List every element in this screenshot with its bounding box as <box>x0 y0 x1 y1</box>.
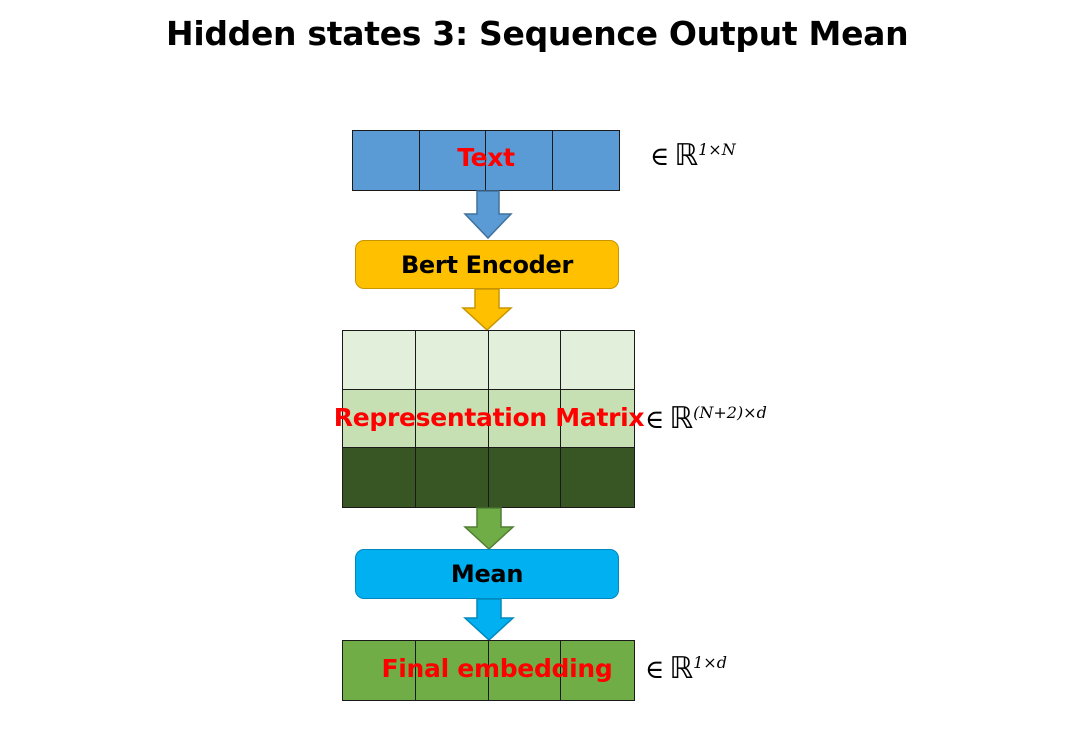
matrix-cell <box>488 448 562 507</box>
page-title: Hidden states 3: Sequence Output Mean <box>166 14 909 53</box>
dimension-superscript: (N+2)×d <box>693 402 767 422</box>
text-cell <box>486 131 553 190</box>
text-label: Text <box>457 143 515 172</box>
element-of-symbol: ∈ <box>645 405 665 435</box>
representation-matrix-label: Representation Matrix <box>333 403 645 432</box>
matrix-cell <box>415 389 489 449</box>
real-set-symbol: ℝ <box>674 138 699 173</box>
text-cell <box>420 131 486 190</box>
representation-matrix <box>342 330 635 508</box>
matrix-cell <box>488 331 562 390</box>
final-cell <box>343 641 416 700</box>
final-cell <box>416 641 489 700</box>
matrix-cell <box>343 448 416 507</box>
matrix-cell <box>488 389 562 449</box>
matrix-cell <box>415 448 489 507</box>
representation-matrix-dimension: ∈ ℝ(N+2)×d <box>645 401 767 436</box>
text-token-row <box>352 130 620 191</box>
final-embedding-dimension: ∈ ℝ1×d <box>645 651 727 686</box>
text-cell <box>553 131 620 190</box>
matrix-cell <box>561 448 634 507</box>
dimension-superscript: 1×N <box>698 139 736 159</box>
final-embedding-label: Final embedding <box>381 654 613 683</box>
down-arrow-icon <box>463 598 515 642</box>
element-of-symbol: ∈ <box>650 142 670 172</box>
dimension-superscript: 1×d <box>693 652 727 672</box>
down-arrow-icon <box>461 288 513 332</box>
text-dimension: ∈ ℝ1×N <box>650 138 736 173</box>
final-cell <box>489 641 562 700</box>
real-set-symbol: ℝ <box>669 401 694 436</box>
matrix-cell <box>415 331 489 390</box>
final-embedding-row <box>342 640 635 701</box>
matrix-cell <box>561 389 634 449</box>
element-of-symbol: ∈ <box>645 655 665 685</box>
down-arrow-icon <box>463 507 515 551</box>
mean-box: Mean <box>355 549 619 599</box>
matrix-cell <box>561 331 634 390</box>
real-set-symbol: ℝ <box>669 651 694 686</box>
matrix-cell <box>343 389 416 449</box>
bert-encoder-box: Bert Encoder <box>355 240 619 289</box>
down-arrow-icon <box>463 190 513 240</box>
text-cell <box>353 131 420 190</box>
matrix-cell <box>343 331 416 390</box>
